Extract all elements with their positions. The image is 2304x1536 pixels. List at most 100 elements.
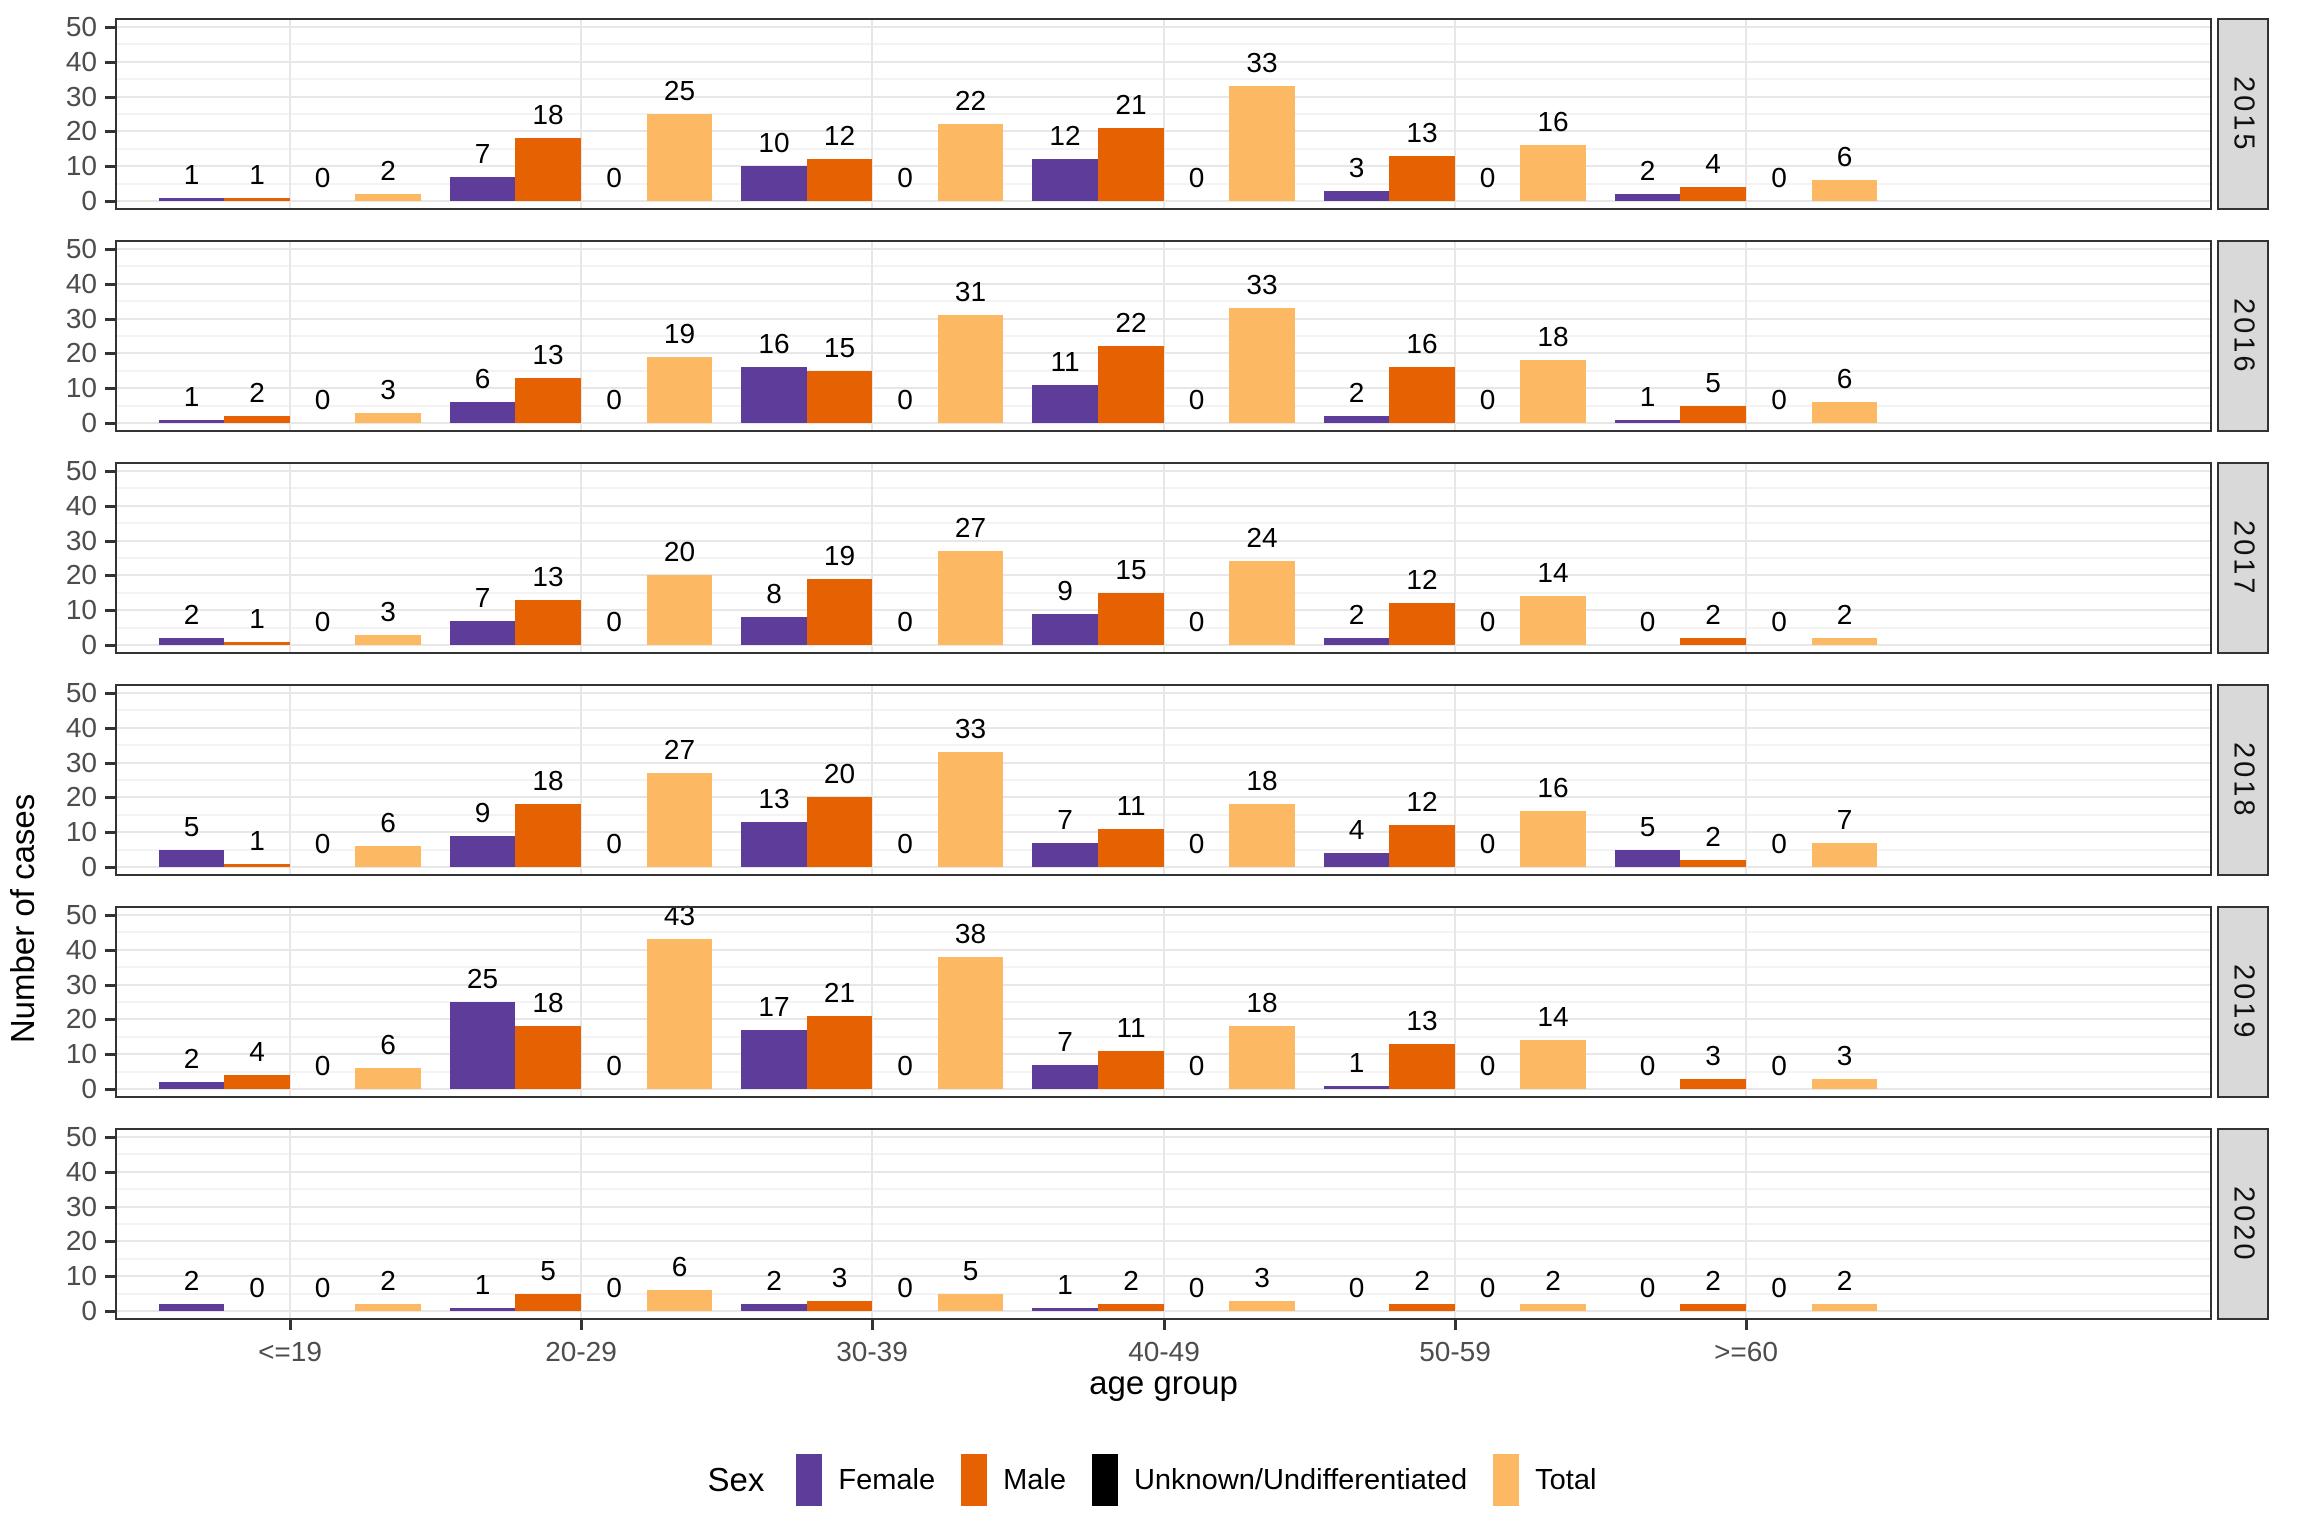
- bar-value-label: 11: [1050, 345, 1080, 377]
- facet-panel-2015: 1 1 0 2 7 18 0 25 10 12 0 22 12 21 0 33 3 13 0 16 2 4 0 6: [115, 18, 2212, 210]
- bar-2016-30-39-Total: [938, 315, 1003, 423]
- bar-value-label: 13: [1406, 116, 1438, 148]
- facet-panel-2018: 5 1 0 6 9 18 0 27 13 20 0 33 7 11 0 18 4 12 0 16 5 2 0 7: [115, 684, 2212, 876]
- x-tick-label: >=60: [1714, 1336, 1778, 1367]
- bar-value-label: 6: [671, 1251, 688, 1283]
- bar-2018-40-49-Total: [1229, 804, 1295, 867]
- bar-value-label: 21: [823, 976, 856, 1008]
- bar-2015-40-49-Male: [1098, 128, 1164, 201]
- y-tick-mark: [105, 95, 115, 99]
- bar-value-label: 0: [1479, 828, 1496, 859]
- bar-2017-30-39-Female: [741, 617, 807, 645]
- bar-2018-20-29-Female: [450, 836, 515, 867]
- legend-label: Female: [838, 1463, 936, 1496]
- gridline-vertical: [1454, 18, 1456, 210]
- bar-value-label: 19: [663, 317, 696, 349]
- bar-value-label: 16: [758, 328, 790, 360]
- bar-value-label: 2: [183, 599, 200, 631]
- bar-2015-30-39-Female: [741, 166, 807, 201]
- y-tick-label: 40: [65, 711, 97, 743]
- y-tick-label: 10: [65, 816, 97, 848]
- bar-value-label: 1: [1348, 1046, 1365, 1078]
- bar-value-label: 0: [1348, 1272, 1365, 1303]
- gridline-vertical: [1454, 240, 1456, 432]
- bar-value-label: 0: [314, 828, 331, 859]
- bar-value-label: 2: [183, 1043, 200, 1075]
- y-tick-label: 40: [65, 45, 97, 77]
- y-tick-label: 30: [65, 968, 97, 1000]
- bar-2015-20-29-Total: [647, 114, 712, 201]
- bar-value-label: 7: [474, 581, 491, 613]
- x-tick-mark: [1163, 1320, 1166, 1330]
- bar-value-label: 16: [1537, 772, 1569, 804]
- bar-2016-40-49-Total: [1229, 308, 1295, 423]
- bar-value-label: 2: [1414, 1265, 1430, 1297]
- bar-2015-50-59-Female: [1324, 191, 1389, 201]
- y-tick-label: 0: [81, 1073, 97, 1104]
- gridline-vertical: [1745, 462, 1747, 654]
- bar-2018-50-59-Female: [1324, 853, 1389, 867]
- bar-value-label: 0: [1639, 1272, 1656, 1303]
- y-tick-mark: [105, 692, 115, 695]
- facet-strip-label: 2020: [2227, 1185, 2260, 1263]
- x-tick-label: <=19: [258, 1336, 322, 1367]
- bar-2019-30-39-Female: [741, 1030, 807, 1089]
- facet-strip-label: 2019: [2227, 963, 2260, 1041]
- bar-value-label: 12: [823, 120, 856, 152]
- bar-2019-<=19-Female: [159, 1082, 224, 1089]
- bar-value-label: 0: [897, 1050, 913, 1081]
- facet-panel-2020: 2 0 0 2 1 5 0 6 2 3 0 5 1 2 0 3 0 2 0 2 0 2 0 2: [115, 1128, 2212, 1320]
- bar-2016-20-29-Total: [647, 357, 712, 423]
- bar-value-label: 0: [1188, 162, 1205, 193]
- bar-value-label: 5: [183, 810, 200, 842]
- bar-value-label: 0: [1771, 1050, 1787, 1081]
- bar-value-label: 18: [1537, 321, 1569, 353]
- bar-2017-50-59-Total: [1520, 596, 1586, 645]
- bar-2016-<=19-Male: [224, 416, 290, 423]
- bar-2018-<=19-Male: [224, 864, 290, 867]
- y-tick-label: 40: [65, 489, 97, 521]
- bar-value-label: 2: [1123, 1265, 1139, 1297]
- x-tick-label: 30-39: [836, 1336, 908, 1367]
- bar-value-label: 13: [532, 338, 564, 370]
- bar-2017-<=19-Total: [355, 635, 421, 645]
- bar-2015->=60-Total: [1812, 180, 1877, 201]
- bar-value-label: 7: [1057, 803, 1073, 835]
- bar-value-label: 33: [954, 713, 987, 745]
- bar-2016-50-59-Female: [1324, 416, 1389, 423]
- facet-strip-2016: 2016: [2217, 240, 2269, 432]
- gridline-vertical: [871, 684, 873, 876]
- bar-value-label: 43: [663, 900, 696, 932]
- facet-strip-label: 2016: [2227, 297, 2260, 375]
- bar-2018->=60-Total: [1812, 843, 1877, 867]
- y-tick-mark: [105, 831, 115, 835]
- x-tick-mark: [1454, 1320, 1457, 1330]
- bar-2016-20-29-Male: [515, 378, 581, 423]
- y-tick-mark: [105, 504, 115, 508]
- bar-value-label: 10: [758, 127, 790, 159]
- bar-value-label: 1: [1639, 380, 1656, 412]
- y-tick-label: 30: [65, 80, 97, 112]
- bar-2019-50-59-Male: [1389, 1044, 1455, 1089]
- bar-2015-40-49-Female: [1032, 159, 1098, 201]
- bar-2017-20-29-Total: [647, 575, 712, 645]
- bar-2016-30-39-Female: [741, 367, 807, 423]
- y-tick-mark: [105, 948, 115, 952]
- y-tick-mark: [105, 866, 115, 869]
- bar-value-label: 0: [1188, 1050, 1205, 1081]
- bar-value-label: 12: [1406, 564, 1438, 596]
- bar-value-label: 6: [1836, 141, 1853, 173]
- bar-2018-40-49-Male: [1098, 829, 1164, 867]
- bar-value-label: 5: [1639, 810, 1656, 842]
- bar-value-label: 0: [606, 384, 622, 415]
- y-tick-mark: [105, 914, 115, 917]
- bar-value-label: 15: [1115, 553, 1147, 585]
- bar-value-label: 3: [831, 1261, 848, 1293]
- gridline-vertical: [1454, 462, 1456, 654]
- bar-2017->=60-Male: [1680, 638, 1746, 645]
- legend-item-Female: Female: [796, 1454, 935, 1506]
- bar-value-label: 7: [474, 137, 491, 169]
- bar-2017-<=19-Male: [224, 642, 290, 645]
- bar-2017-30-39-Male: [807, 579, 872, 645]
- bar-2018-50-59-Total: [1520, 811, 1586, 867]
